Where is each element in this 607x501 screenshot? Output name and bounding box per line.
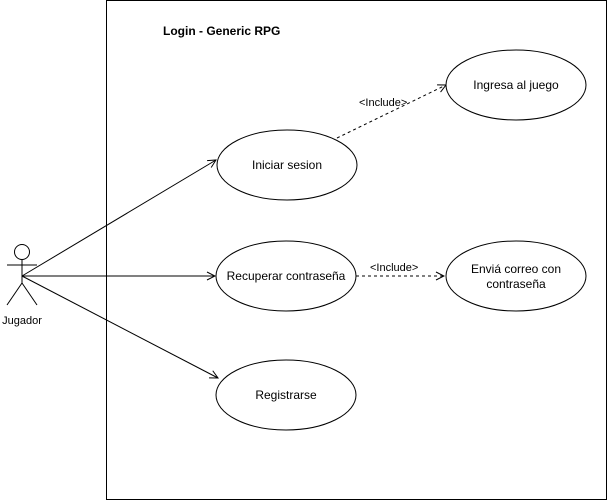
actor-jugador[interactable]: Jugador [2, 245, 42, 328]
use-case-label-line2: contraseña [486, 277, 546, 291]
include-label-envia: <Include> [370, 262, 418, 274]
use-case-recuperar-contrasena[interactable]: Recuperar contraseña [216, 241, 356, 311]
actor-name: Jugador [2, 315, 42, 327]
use-case-label: Recuperar contraseña [227, 269, 346, 283]
use-case-ellipse [446, 241, 586, 311]
actor-right-leg [22, 283, 37, 305]
use-case-label: Ingresa al juego [473, 78, 559, 92]
include-label-ingresa: <Include> [359, 97, 407, 109]
actor-left-leg [7, 283, 22, 305]
actor-head-icon [15, 245, 30, 260]
system-title: Login - Generic RPG [163, 24, 280, 38]
use-case-label: Iniciar sesion [252, 158, 322, 172]
use-case-registrarse[interactable]: Registrarse [216, 360, 356, 430]
use-case-iniciar-sesion[interactable]: Iniciar sesion [217, 130, 357, 200]
use-case-envia-correo[interactable]: Enviá correo con contraseña [446, 241, 586, 311]
use-case-ingresa-al-juego[interactable]: Ingresa al juego [446, 50, 586, 120]
use-case-label: Registrarse [255, 388, 317, 402]
use-case-label-line1: Enviá correo con [471, 262, 561, 276]
